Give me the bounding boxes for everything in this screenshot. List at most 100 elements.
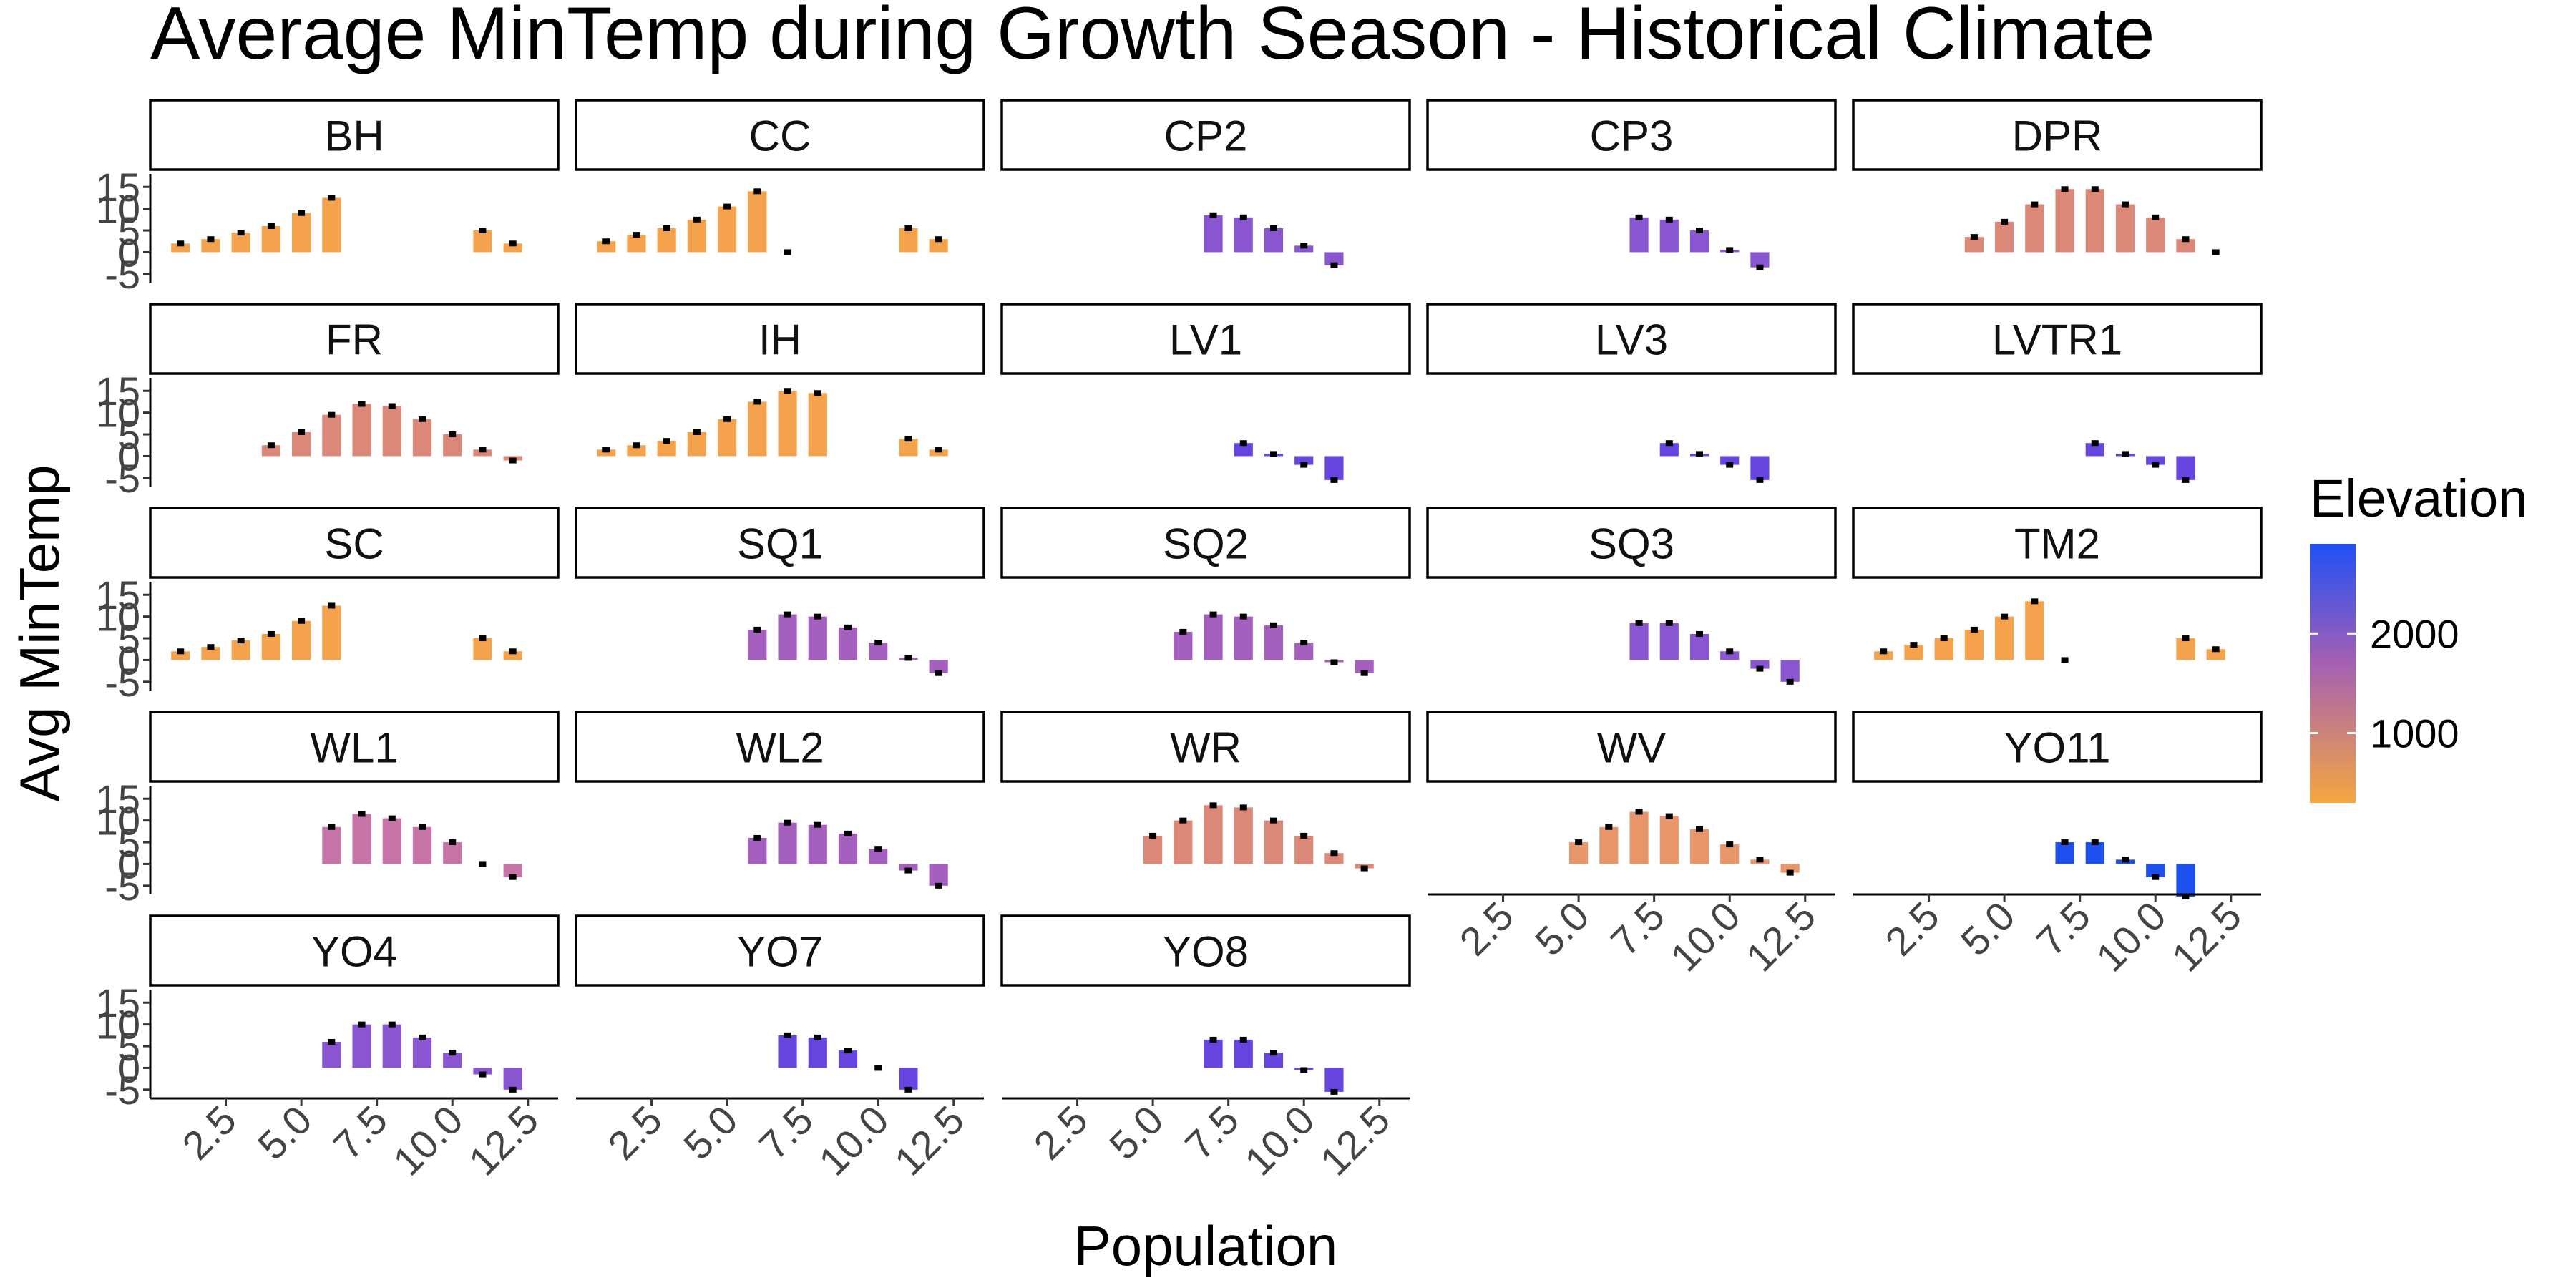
error-bar: [904, 867, 912, 874]
error-bar: [1635, 620, 1643, 626]
facet-strip: [149, 303, 560, 375]
x-tick-label: 5.0: [1101, 1097, 1172, 1169]
error-bar: [1209, 802, 1217, 809]
x-axis-label: Population: [1074, 1214, 1338, 1277]
bar: [2025, 204, 2044, 253]
error-bar: [1330, 1088, 1338, 1095]
bar: [322, 414, 341, 457]
bar: [1874, 651, 1893, 660]
bar: [657, 441, 676, 457]
x-tick-label: 7.5: [1602, 893, 1674, 965]
bar: [2146, 456, 2165, 465]
bar: [1204, 614, 1223, 660]
facet-strip: [149, 507, 560, 579]
bar: [899, 228, 918, 253]
bar: [1324, 252, 1344, 265]
bar: [1264, 1053, 1284, 1068]
y-tick-label: 15: [96, 980, 140, 1025]
chart-title: Average MinTemp during Growth Season - H…: [150, 0, 2155, 75]
y-tick-label: 10: [96, 1002, 140, 1048]
bar: [838, 833, 858, 864]
error-bar: [358, 1021, 366, 1028]
bar: [473, 230, 492, 253]
bar: [1720, 844, 1740, 864]
error-bar: [479, 228, 487, 234]
facet-strip-label: SC: [324, 520, 384, 568]
y-tick-label: 10: [96, 799, 140, 844]
bar: [1750, 456, 1770, 480]
error-bar: [784, 819, 791, 826]
bar: [899, 1068, 918, 1090]
error-bar: [479, 1071, 487, 1078]
bar: [352, 1024, 371, 1068]
error-bar: [388, 1021, 396, 1028]
facet-DPR: DPR: [1852, 99, 2263, 255]
bar: [627, 445, 646, 457]
facet-strip-label: SQ3: [1589, 520, 1674, 568]
error-bar: [723, 416, 731, 422]
error-bar: [1270, 817, 1277, 824]
bar: [899, 439, 918, 457]
facet-strip: [1000, 99, 1411, 171]
x-tick-label: 7.5: [751, 1097, 822, 1169]
error-bar: [663, 225, 670, 231]
error-bar: [328, 1038, 336, 1045]
error-bar: [479, 447, 487, 453]
x-tick-label: 12.5: [1312, 1097, 1399, 1184]
facet-strip-label: IH: [758, 316, 801, 364]
error-bar: [2001, 613, 2009, 620]
facet-strip: [1426, 303, 1837, 375]
error-bar: [1665, 620, 1673, 626]
bar: [1750, 252, 1770, 268]
bar: [1629, 217, 1649, 253]
error-bar: [1360, 865, 1368, 872]
x-tick-label: 12.5: [460, 1097, 547, 1184]
x-tick-label: 5.0: [249, 1097, 321, 1169]
error-bar: [1726, 247, 1734, 253]
error-bar: [509, 457, 517, 464]
error-bar: [2031, 201, 2039, 208]
bar: [1294, 835, 1314, 864]
error-bar: [267, 442, 275, 449]
error-bar: [479, 861, 487, 867]
bar: [412, 826, 432, 864]
facet-strip-label: YO4: [311, 928, 397, 976]
bar: [899, 864, 918, 871]
facet-strip-label: DPR: [2012, 112, 2103, 160]
y-tick-label: 15: [96, 165, 140, 210]
y-tick-label: 10: [96, 595, 140, 640]
bar: [1659, 219, 1679, 253]
error-bar: [1635, 809, 1643, 815]
error-bar: [602, 238, 610, 245]
facet-WV: WV 2.5 5.0 7.510.012.5: [1426, 711, 1837, 980]
bar: [503, 651, 522, 660]
error-bar: [1239, 613, 1247, 620]
error-bar: [1756, 264, 1764, 270]
error-bar: [2152, 462, 2160, 468]
error-bar: [1300, 832, 1308, 839]
error-bar: [1300, 1067, 1308, 1073]
bar: [231, 640, 250, 660]
y-tick-label: -5: [104, 864, 140, 909]
error-bar: [874, 640, 882, 646]
bar: [1174, 631, 1193, 660]
bar: [748, 629, 767, 660]
y-tick-label: 0: [118, 638, 140, 683]
bar: [687, 219, 706, 253]
error-bar: [177, 240, 185, 247]
error-bar: [388, 403, 396, 409]
error-bar: [814, 390, 821, 396]
bar: [2176, 239, 2195, 253]
error-bar: [904, 655, 912, 661]
bar: [1964, 237, 1984, 253]
y-tick-label: 5: [118, 616, 140, 661]
error-bar: [844, 624, 852, 630]
bar: [808, 824, 827, 864]
bar: [443, 1053, 462, 1068]
x-tick-label: 5.0: [1526, 893, 1598, 965]
facet-strip-label: WL2: [736, 724, 824, 772]
error-bar: [1300, 243, 1308, 249]
bar: [1780, 660, 1800, 682]
